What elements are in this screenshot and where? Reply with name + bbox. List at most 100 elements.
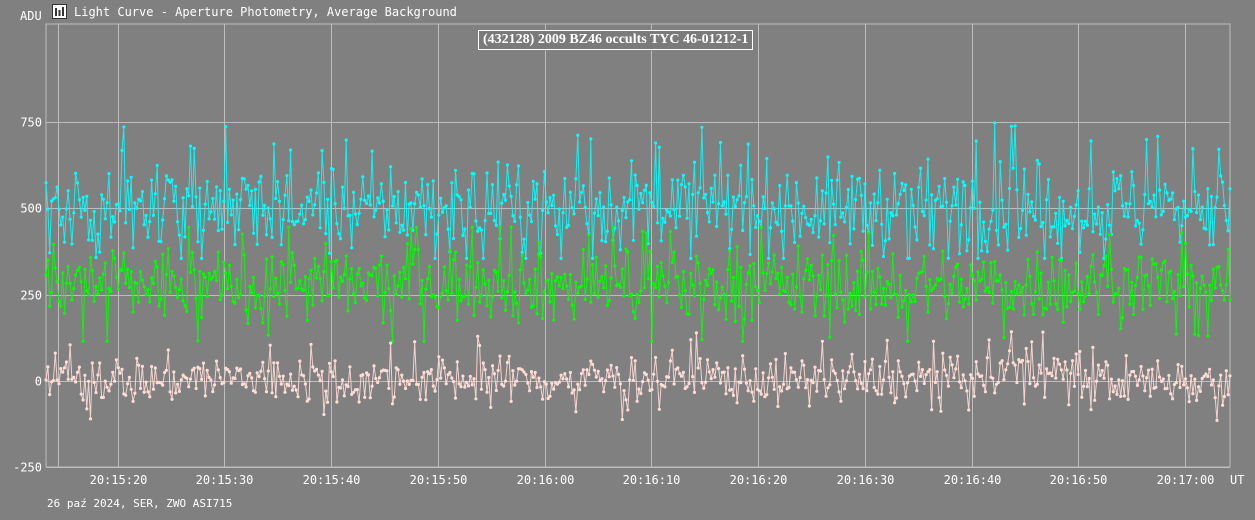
data-point [579, 371, 584, 376]
data-point [807, 278, 812, 282]
data-point [276, 361, 280, 365]
data-point [61, 271, 65, 275]
data-point [837, 259, 841, 263]
data-point [1108, 223, 1112, 227]
data-point [739, 163, 743, 167]
data-point [748, 252, 752, 257]
data-point [592, 211, 597, 215]
data-point [1033, 384, 1037, 388]
data-point [1171, 191, 1175, 195]
data-point [1080, 219, 1084, 223]
data-point [1189, 263, 1193, 267]
data-point [453, 250, 458, 254]
data-point [155, 265, 159, 269]
data-point [1222, 203, 1226, 208]
data-point [524, 256, 528, 260]
data-point [192, 366, 196, 370]
data-point [465, 380, 469, 384]
data-point [626, 200, 630, 204]
data-point [439, 376, 443, 380]
data-point [1204, 227, 1208, 231]
data-point [924, 373, 928, 377]
data-point [798, 294, 802, 298]
data-point [878, 364, 882, 369]
data-point [807, 223, 812, 227]
light-curve-app-icon[interactable] [52, 4, 67, 19]
data-point [98, 276, 102, 280]
data-point [622, 294, 626, 298]
data-point [62, 366, 67, 370]
data-point [1196, 385, 1201, 389]
data-point [190, 250, 194, 255]
data-point [498, 354, 502, 358]
data-point [691, 192, 695, 197]
data-point [913, 379, 917, 383]
data-point [198, 269, 202, 273]
data-point [755, 214, 760, 218]
data-point [246, 321, 250, 326]
data-point [1178, 293, 1182, 298]
data-point [1132, 183, 1136, 188]
data-point [166, 247, 170, 251]
data-point [479, 228, 483, 232]
data-point [1143, 389, 1147, 393]
data-point [266, 333, 270, 337]
data-point [409, 226, 413, 231]
data-point [748, 264, 752, 268]
data-point [103, 379, 107, 383]
data-point [276, 180, 280, 184]
data-point [339, 275, 343, 279]
data-point [642, 188, 647, 192]
data-point [289, 372, 293, 376]
data-point [1133, 283, 1138, 287]
data-point [357, 400, 361, 404]
data-point [665, 301, 669, 305]
data-point [1093, 212, 1097, 216]
data-point [1137, 378, 1141, 382]
data-point [902, 382, 906, 386]
data-point [337, 232, 341, 236]
data-point [1213, 396, 1217, 400]
data-point [1161, 209, 1165, 213]
data-point [522, 237, 526, 241]
data-point [270, 255, 274, 259]
data-point [998, 273, 1002, 277]
data-point [81, 195, 85, 199]
data-point [904, 288, 908, 292]
data-point [526, 200, 530, 205]
data-point [359, 284, 363, 288]
data-point [607, 176, 611, 180]
data-point [555, 232, 560, 237]
data-point [646, 242, 650, 246]
data-point [1054, 376, 1058, 380]
data-point [1093, 398, 1097, 402]
x-tick-label: 20:17:00 [1157, 473, 1215, 487]
data-point [405, 233, 409, 237]
data-point [374, 266, 378, 270]
data-point [392, 195, 396, 199]
data-point [550, 272, 554, 276]
data-point [694, 234, 699, 238]
data-point [1141, 307, 1145, 311]
data-point [1102, 264, 1106, 268]
data-point [474, 285, 478, 289]
data-point [865, 270, 869, 274]
data-point [1224, 283, 1228, 287]
data-point [767, 256, 771, 260]
data-point [828, 383, 832, 387]
data-point [987, 290, 991, 294]
data-point [1026, 192, 1030, 196]
data-point [928, 243, 932, 247]
data-point [946, 302, 951, 306]
data-point [1083, 294, 1088, 298]
data-point [685, 216, 689, 220]
data-point [757, 219, 762, 223]
data-point [691, 283, 695, 287]
data-point [1046, 280, 1050, 284]
data-point [1198, 218, 1202, 222]
data-point [987, 338, 991, 342]
data-point [263, 203, 267, 207]
data-point [878, 168, 882, 172]
data-point [616, 219, 621, 223]
data-point [496, 160, 500, 164]
